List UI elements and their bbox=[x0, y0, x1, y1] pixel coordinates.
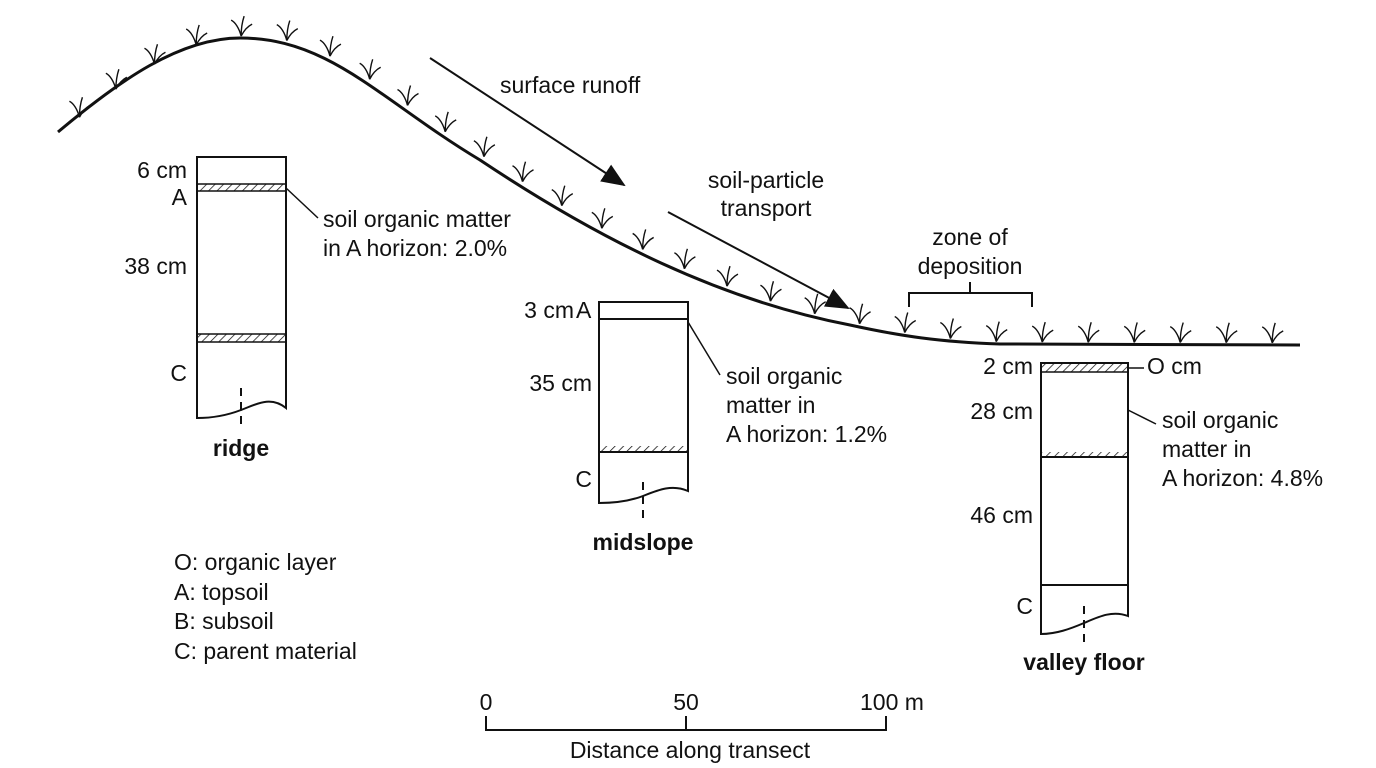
grass-tuft bbox=[551, 184, 574, 207]
grass-tuft bbox=[143, 43, 167, 65]
note: matter in bbox=[1162, 436, 1251, 462]
horizon-label: A bbox=[172, 184, 188, 210]
grass-tuft bbox=[1169, 321, 1192, 344]
grass-tuft bbox=[1123, 321, 1146, 344]
note: soil organic matter bbox=[323, 206, 511, 232]
grass-tuft bbox=[105, 68, 128, 90]
legend-item: C: parent material bbox=[174, 638, 357, 664]
depth-label: 28 cm bbox=[970, 398, 1033, 424]
grass-tuft bbox=[631, 228, 655, 251]
runoff-label: surface runoff bbox=[500, 72, 641, 98]
transport-arrow bbox=[667, 211, 850, 309]
valley-profile bbox=[1040, 362, 1157, 645]
transport-label: transport bbox=[721, 195, 812, 221]
deposition-bracket bbox=[908, 282, 1033, 307]
grass-tuft bbox=[673, 248, 697, 270]
horizon-label: O cm bbox=[1147, 353, 1202, 379]
grass bbox=[68, 15, 1284, 344]
grass-tuft bbox=[319, 35, 342, 57]
profile-name: midslope bbox=[593, 529, 694, 555]
runoff-arrow bbox=[429, 57, 626, 187]
deposition-label: deposition bbox=[918, 253, 1023, 279]
depth-label: 6 cm bbox=[137, 157, 187, 183]
horizon-label: C bbox=[575, 466, 592, 492]
grass-tuft bbox=[1077, 321, 1100, 343]
note: A horizon: 1.2% bbox=[726, 421, 887, 447]
legend-item: A: topsoil bbox=[174, 579, 269, 605]
depth-label: 46 cm bbox=[970, 502, 1033, 528]
grass-tuft bbox=[716, 265, 739, 287]
grass-tuft bbox=[1031, 321, 1054, 343]
scale-tick: 100 m bbox=[860, 689, 924, 715]
grass-tuft bbox=[894, 311, 917, 334]
grass-tuft bbox=[473, 136, 496, 158]
grass-tuft bbox=[803, 293, 827, 315]
legend-item: B: subsoil bbox=[174, 608, 274, 634]
scale-bar bbox=[485, 716, 887, 731]
scale-title: Distance along transect bbox=[570, 737, 811, 763]
ridge-profile bbox=[196, 156, 319, 428]
deposition-label: zone of bbox=[932, 224, 1008, 250]
grass-tuft bbox=[511, 160, 535, 183]
transport-label: soil-particle bbox=[708, 167, 824, 193]
profile-name: ridge bbox=[213, 435, 269, 461]
grass-tuft bbox=[434, 111, 457, 133]
note: in A horizon: 2.0% bbox=[323, 235, 507, 261]
depth-label: 3 cm bbox=[524, 297, 574, 323]
grass-tuft bbox=[230, 15, 253, 37]
grass-tuft bbox=[591, 207, 614, 230]
grass-tuft bbox=[848, 303, 872, 325]
hillslope bbox=[57, 36, 1301, 347]
horizon-label: C bbox=[170, 360, 187, 386]
grass-tuft bbox=[759, 280, 783, 302]
grass-tuft bbox=[68, 96, 92, 118]
depth-label: 35 cm bbox=[529, 370, 592, 396]
grass-tuft bbox=[939, 317, 963, 340]
midslope-profile bbox=[598, 301, 721, 520]
grass-tuft bbox=[276, 19, 299, 42]
profile-name: valley floor bbox=[1023, 649, 1144, 675]
note: A horizon: 4.8% bbox=[1162, 465, 1323, 491]
scale-tick: 0 bbox=[480, 689, 493, 715]
horizon-label: C bbox=[1016, 593, 1033, 619]
scale-tick: 50 bbox=[673, 689, 699, 715]
horizon-label: A bbox=[576, 297, 592, 323]
note: soil organic bbox=[726, 363, 842, 389]
grass-tuft bbox=[358, 58, 382, 81]
depth-label: 38 cm bbox=[124, 253, 187, 279]
note: soil organic bbox=[1162, 407, 1278, 433]
depth-label: 2 cm bbox=[983, 353, 1033, 379]
grass-tuft bbox=[985, 320, 1008, 343]
note: matter in bbox=[726, 392, 815, 418]
grass-tuft bbox=[396, 84, 420, 107]
grass-tuft bbox=[1215, 322, 1238, 344]
legend-item: O: organic layer bbox=[174, 549, 337, 575]
grass-tuft bbox=[1261, 322, 1284, 344]
